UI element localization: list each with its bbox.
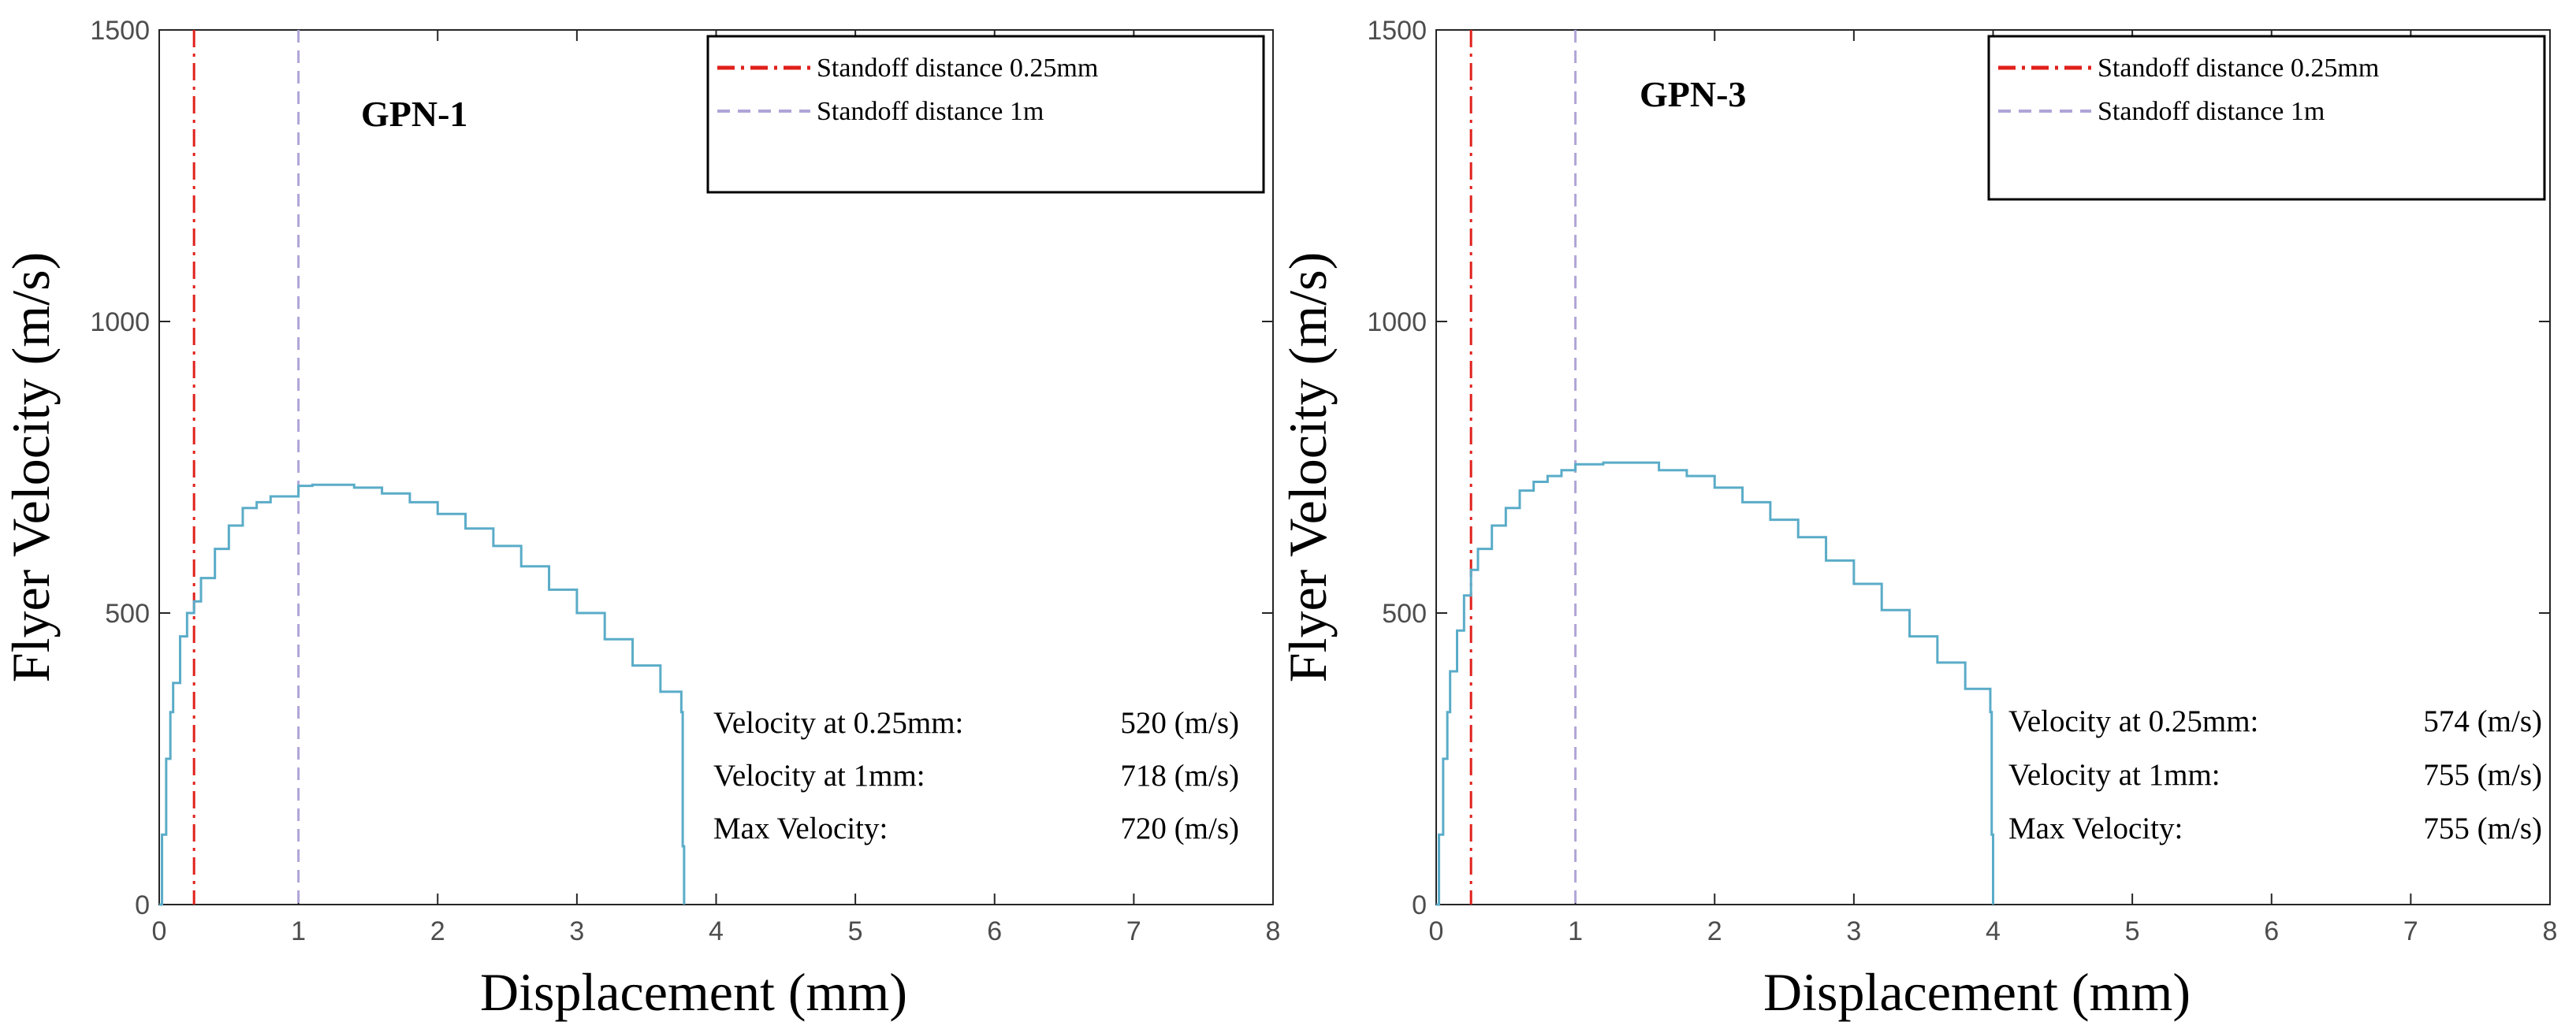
data-point bbox=[214, 548, 215, 549]
data-point bbox=[270, 496, 271, 497]
series-line-flyer-velocity bbox=[159, 483, 686, 906]
x-tick-label: 1 bbox=[1568, 916, 1583, 946]
data-point bbox=[1742, 502, 1743, 503]
data-point bbox=[1686, 476, 1687, 477]
data-point bbox=[1575, 464, 1576, 465]
x-tick-label: 5 bbox=[2125, 916, 2140, 946]
data-point bbox=[1909, 636, 1910, 637]
x-tick-label: 0 bbox=[152, 916, 167, 946]
data-point bbox=[1853, 584, 1854, 585]
legend-box: Standoff distance 0.25mm Standoff distanc… bbox=[706, 35, 1265, 194]
x-tick-label: 6 bbox=[2264, 916, 2279, 946]
data-point bbox=[256, 502, 257, 503]
y-tick-label: 500 bbox=[1382, 599, 1427, 629]
x-tick-label: 5 bbox=[848, 916, 863, 946]
x-axis-label: Displacement (mm) bbox=[1763, 962, 2191, 1022]
data-point bbox=[284, 496, 285, 497]
y-tick-label: 1000 bbox=[90, 307, 150, 337]
y-tick-label: 1500 bbox=[1367, 16, 1427, 46]
data-point bbox=[1991, 834, 1992, 835]
panel-title: GPN-3 bbox=[1640, 74, 1746, 114]
data-point bbox=[242, 507, 243, 508]
x-tick-label: 3 bbox=[569, 916, 584, 946]
chart-panel-2: 0 1 2 3 4 5 6 7 8 0 500 1000 1500 Displacement (mm) Fl… bbox=[1278, 16, 2557, 1022]
y-tick-label: 500 bbox=[105, 599, 150, 629]
legend-box: Standoff distance 0.25mm Standoff distanc… bbox=[1987, 35, 2546, 201]
x-tick-label: 2 bbox=[430, 916, 445, 946]
data-point bbox=[180, 636, 181, 637]
x-tick-label: 1 bbox=[291, 916, 306, 946]
data-point bbox=[194, 601, 195, 602]
y-tick-label: 1000 bbox=[1367, 307, 1427, 337]
chart-panel-1: 0 1 2 3 4 5 6 7 8 0 500 1000 1500 Displacement (mm) Fl… bbox=[1, 16, 1280, 1022]
x-tick-label: 8 bbox=[1266, 916, 1281, 946]
legend-frame bbox=[706, 35, 1265, 194]
data-point bbox=[1547, 476, 1548, 477]
annotation-label: Velocity at 0.25mm: bbox=[713, 706, 963, 740]
data-point bbox=[187, 613, 188, 614]
annotation-label: Velocity at 1mm: bbox=[2008, 758, 2220, 792]
y-tick-label: 0 bbox=[1412, 890, 1427, 920]
x-tick-label: 8 bbox=[2543, 916, 2558, 946]
x-tick-label: 2 bbox=[1707, 916, 1722, 946]
annotation-label: Velocity at 1mm: bbox=[713, 759, 925, 793]
data-point bbox=[1519, 490, 1520, 491]
y-tick-label: 0 bbox=[135, 890, 150, 920]
annotation-value: 718 (m/s) bbox=[1120, 759, 1239, 793]
data-point bbox=[1464, 595, 1465, 596]
panel-title: GPN-1 bbox=[361, 94, 467, 134]
x-tick-label: 6 bbox=[987, 916, 1002, 946]
data-point bbox=[1533, 481, 1534, 482]
annotation-label: Max Velocity: bbox=[2008, 812, 2183, 845]
data-point bbox=[409, 502, 410, 503]
annotation-label: Velocity at 0.25mm: bbox=[2008, 704, 2258, 738]
data-point bbox=[1477, 548, 1478, 549]
x-tick-label: 7 bbox=[2403, 916, 2418, 946]
legend-entry-label: Standoff distance 1m bbox=[2098, 97, 2325, 126]
x-tick-label: 4 bbox=[1986, 916, 2001, 946]
annotation-label: Max Velocity: bbox=[713, 812, 888, 845]
legend-frame bbox=[1987, 35, 2546, 201]
data-point bbox=[437, 514, 438, 515]
legend-entry-label: Standoff distance 1m bbox=[817, 97, 1044, 126]
y-tick-label: 1500 bbox=[90, 16, 150, 46]
annotation-value: 755 (m/s) bbox=[2423, 812, 2542, 845]
x-tick-label: 4 bbox=[709, 916, 724, 946]
data-point bbox=[632, 665, 633, 666]
y-axis-label: Flyer Velocity (m/s) bbox=[1, 252, 61, 682]
legend-entry-label: Standoff distance 0.25mm bbox=[817, 54, 1098, 83]
x-tick-label: 7 bbox=[1126, 916, 1141, 946]
annotation-value: 755 (m/s) bbox=[2423, 758, 2542, 792]
annotation-value: 720 (m/s) bbox=[1120, 812, 1239, 845]
y-axis-label: Flyer Velocity (m/s) bbox=[1278, 252, 1338, 682]
series-line-flyer-velocity bbox=[1436, 461, 1994, 906]
data-point bbox=[660, 691, 661, 692]
legend-entry-label: Standoff distance 0.25mm bbox=[2098, 54, 2379, 83]
x-tick-label: 3 bbox=[1846, 916, 1861, 946]
annotation-value: 520 (m/s) bbox=[1120, 706, 1239, 740]
x-tick-label: 0 bbox=[1429, 916, 1444, 946]
data-point bbox=[521, 566, 522, 567]
data-point bbox=[1442, 759, 1443, 760]
data-point bbox=[298, 485, 299, 486]
data-point bbox=[576, 613, 577, 614]
data-point bbox=[465, 528, 466, 529]
annotation-value: 574 (m/s) bbox=[2423, 704, 2542, 738]
data-point bbox=[354, 487, 355, 488]
data-point bbox=[1714, 487, 1715, 488]
data-point bbox=[1937, 662, 1938, 663]
x-axis-label: Displacement (mm) bbox=[480, 962, 907, 1022]
